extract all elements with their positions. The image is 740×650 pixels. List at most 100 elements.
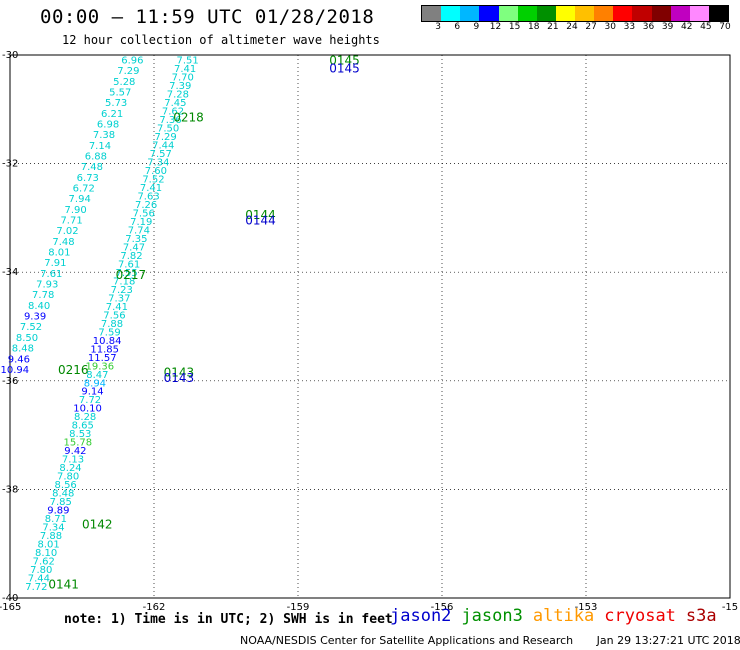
wave-height-label: 7.50 [157,123,179,134]
pass-time-label: 0142 [82,518,113,532]
colorbar-tick-label: 30 [604,22,616,32]
colorbar-swatch [613,6,633,21]
colorbar-tick-label: 70 [719,22,731,32]
legend-item-altika: altika [532,606,595,626]
wave-height-label: 8.50 [16,333,38,344]
colorbar-tick-label: 24 [566,22,578,32]
x-tick-label: -15 [722,602,738,613]
wave-height-label: 7.37 [108,293,130,304]
colorbar-tick-label: 21 [547,22,559,32]
wave-height-label: 5.28 [113,77,135,88]
wave-height-label: 7.48 [52,237,74,248]
wave-height-label: 5.57 [109,87,131,98]
wave-height-label: 7.72 [79,395,101,406]
wave-height-label: 7.91 [44,258,66,269]
wave-height-label: 7.26 [135,200,157,211]
wave-height-label: 7.60 [145,166,167,177]
wave-height-label: 7.19 [130,217,152,228]
wave-height-label: 7.38 [93,130,115,141]
wave-height-label: 8.71 [45,514,67,525]
wave-height-label: 7.45 [164,98,186,109]
wave-height-label: 7.57 [150,149,172,160]
legend-item-jason3: jason3 [461,606,523,626]
pass-time-label: 0217 [116,268,147,282]
x-tick-label: -153 [575,602,598,613]
wave-height-label: 6.88 [85,151,107,162]
wave-height-label: 7.70 [172,72,194,83]
y-tick-label: -40 [2,593,18,604]
footer-timestamp: Jan 29 13:27:21 UTC 2018 [596,634,740,647]
wave-height-label: 7.34 [147,157,169,168]
wave-height-label: 8.40 [28,301,50,312]
colorbar [421,5,729,22]
wave-height-label: 7.82 [120,251,142,262]
colorbar-tick-label: 36 [642,22,655,32]
wave-height-label: 9.39 [24,312,46,323]
wave-height-label: 7.61 [118,259,140,270]
wave-height-label: 7.56 [133,208,155,219]
colorbar-swatch [594,6,614,21]
colorbar-swatch [517,6,537,21]
x-tick-label: -162 [143,602,166,613]
colorbar-swatch [498,6,518,21]
wave-height-label: 7.44 [152,140,174,151]
wave-height-label: 7.28 [167,89,189,100]
wave-height-label: 7.23 [111,285,133,296]
colorbar-tick-label: 18 [528,22,540,32]
pass-time-label: 0144 [245,208,276,222]
wave-height-label: 8.10 [35,548,57,559]
wave-height-label: 10.94 [0,365,29,376]
wave-height-label: 7.80 [57,472,79,483]
wave-height-label: 8.48 [12,344,34,355]
wave-height-label: 7.02 [56,226,78,237]
colorbar-swatch [632,6,652,21]
wave-height-label: 10.10 [73,404,102,415]
satellite-legend: jason2 jason3 altika cryosat s3a [390,606,727,626]
wave-height-label: 7.52 [142,174,164,185]
wave-height-label: 7.63 [137,191,159,202]
pass-time-label: 0145 [329,53,360,67]
pass-time-label: 0143 [164,366,195,380]
wave-height-label: 6.96 [121,55,143,66]
colorbar-swatch [422,6,442,21]
pass-time-label: 0216 [58,363,89,377]
colorbar-swatch [670,6,690,21]
wave-height-label: 7.18 [113,276,135,287]
wave-height-label: 7.56 [103,310,125,321]
wave-height-label: 10.84 [93,336,122,347]
colorbar-tick-label: 45 [700,22,712,32]
footer-credit: NOAA/NESDIS Center for Satellite Applica… [240,634,574,647]
wave-height-label: 8.01 [37,540,59,551]
wave-height-label: 7.74 [128,225,150,236]
page-title: 00:00 – 11:59 UTC 01/28/2018 [40,6,375,28]
pass-time-label: 0143 [164,371,195,385]
wave-height-label: 15.78 [64,438,93,449]
wave-height-label: 7.51 [176,55,198,66]
colorbar-tick-label: 3 [435,22,441,32]
wave-height-label: 7.93 [36,280,58,291]
y-tick-label: -34 [2,267,18,278]
wave-height-label: 7.35 [125,234,147,245]
colorbar-tick-label: 39 [661,22,674,32]
x-tick-label: -165 [0,602,21,613]
wave-height-label: 19.36 [85,361,114,372]
pass-time-label: 0218 [173,110,204,124]
wave-height-label: 7.80 [30,565,52,576]
wave-height-label: 7.88 [40,531,62,542]
wave-height-label: 7.55 [115,268,137,279]
wave-height-label: 7.59 [98,327,120,338]
wave-height-label: 7.41 [140,183,162,194]
wave-height-label: 7.34 [42,523,64,534]
wave-height-label: 8.53 [69,429,91,440]
wave-height-label: 9.46 [8,354,30,365]
wave-height-label: 7.14 [89,141,111,152]
colorbar-swatch [460,6,480,21]
wave-height-label: 5.73 [105,98,127,109]
legend-item-s3a: s3a [685,606,717,626]
y-tick-label: -36 [2,376,18,387]
wave-height-label: 7.41 [106,302,128,313]
note-text: note: 1) Time is in UTC; 2) SWH is in fe… [64,612,393,627]
y-tick-label: -32 [2,159,18,170]
